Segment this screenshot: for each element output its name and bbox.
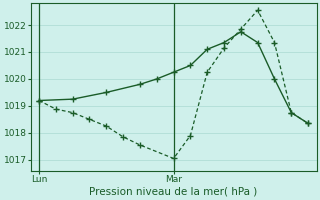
X-axis label: Pression niveau de la mer( hPa ): Pression niveau de la mer( hPa ) [90,187,258,197]
